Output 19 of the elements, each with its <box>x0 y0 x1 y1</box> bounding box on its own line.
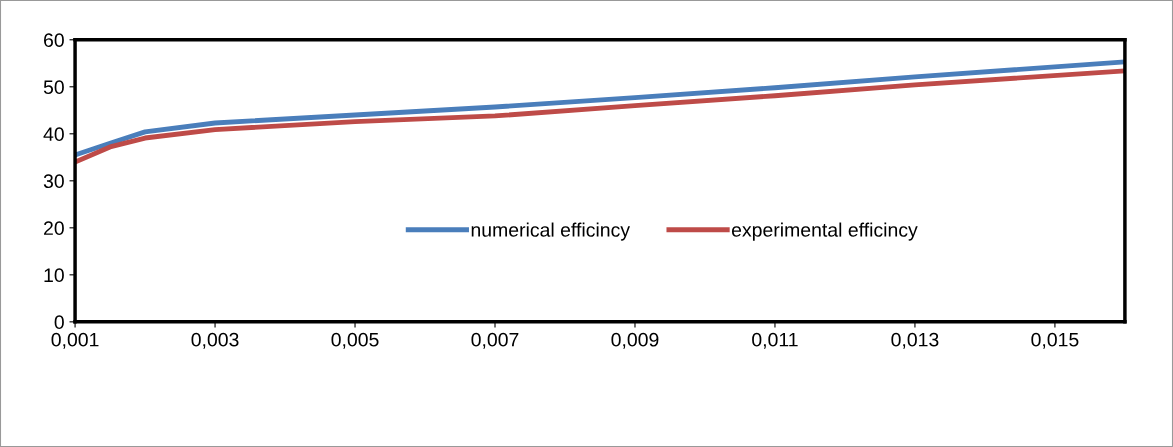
y-tick-label: 30 <box>43 174 64 189</box>
line-series <box>75 68 1125 165</box>
x-tick-label: 0,009 <box>611 332 659 349</box>
y-tick-label: 10 <box>44 268 64 283</box>
line-series <box>75 59 1125 158</box>
x-tick-label: 0,011 <box>752 332 798 349</box>
y-tick-label: 40 <box>43 127 64 142</box>
legend-label: numerical efficincy <box>471 222 630 241</box>
x-tick-label: 0,007 <box>471 332 519 349</box>
x-tick-label: 0,005 <box>331 332 379 349</box>
y-tick-label: 20 <box>44 221 64 236</box>
x-tick-label: 0,013 <box>891 332 939 349</box>
x-tick-label: 0,001 <box>51 332 99 349</box>
x-tick-label: 0,015 <box>1031 332 1079 349</box>
y-tick-label: 50 <box>43 80 64 95</box>
x-tick-label: 0,003 <box>191 332 239 349</box>
y-tick-label: 60 <box>44 33 64 48</box>
legend-label: experimental efficincy <box>731 222 918 241</box>
y-tick-label: 0 <box>54 315 64 330</box>
